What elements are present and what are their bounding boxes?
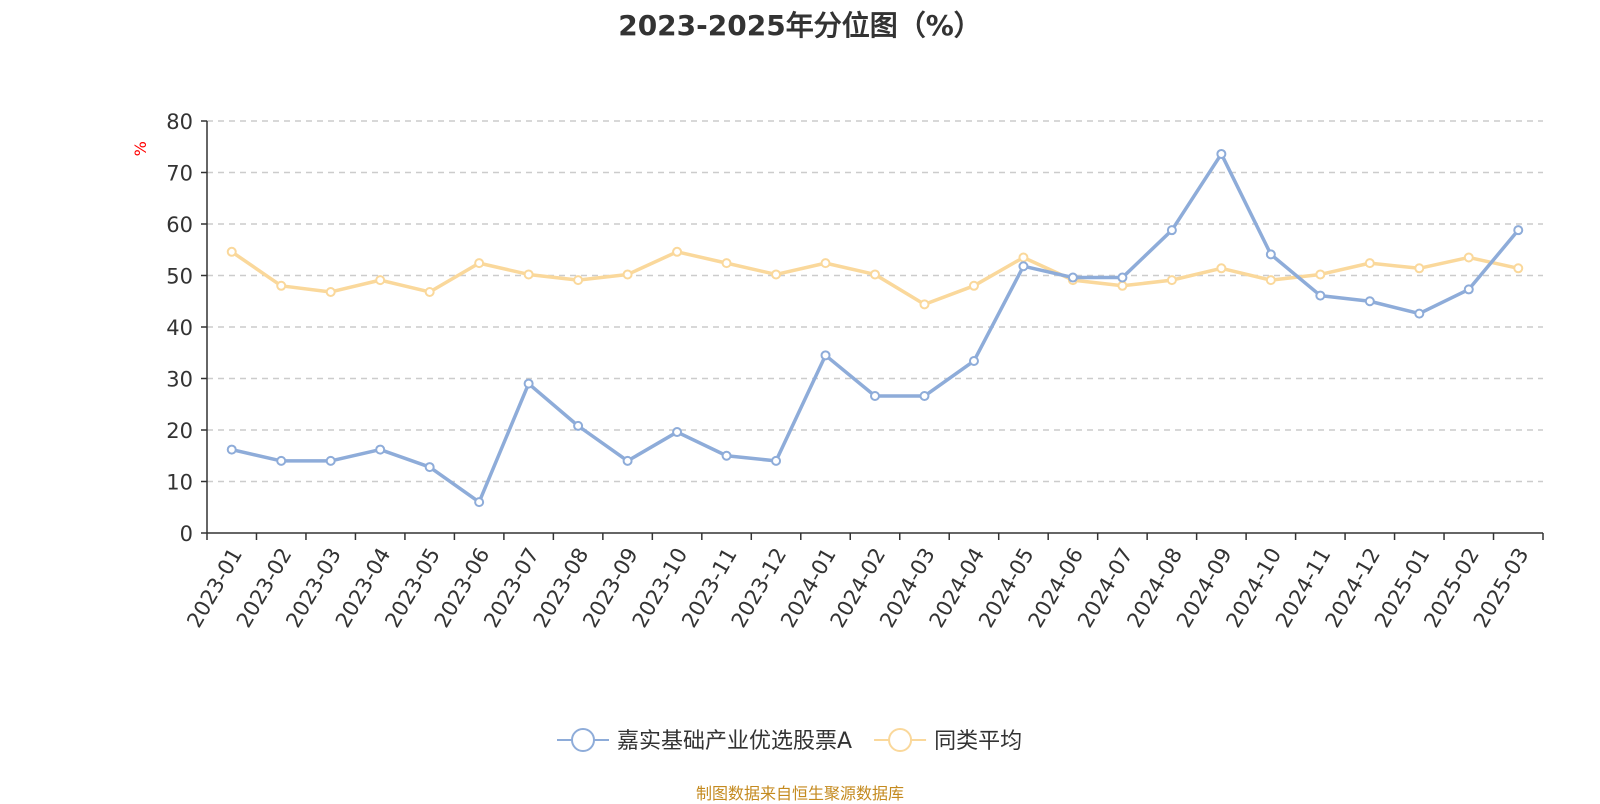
y-tick-label: 60 <box>166 213 193 237</box>
series-group <box>226 148 1524 508</box>
data-point[interactable] <box>1265 249 1276 260</box>
data-point[interactable] <box>325 286 336 297</box>
legend-item-2[interactable]: 同类平均 <box>874 728 1022 754</box>
data-point[interactable] <box>1018 261 1029 272</box>
data-point[interactable] <box>1463 252 1474 263</box>
data-point[interactable] <box>226 444 237 455</box>
data-point[interactable] <box>474 497 485 508</box>
data-point[interactable] <box>771 269 782 280</box>
data-point[interactable] <box>226 246 237 257</box>
data-point[interactable] <box>375 444 386 455</box>
data-point[interactable] <box>1414 308 1425 319</box>
y-axis-label: % <box>131 141 150 156</box>
data-point[interactable] <box>1414 263 1425 274</box>
data-point[interactable] <box>1463 284 1474 295</box>
data-point[interactable] <box>1117 280 1128 291</box>
data-point[interactable] <box>919 299 930 310</box>
data-point[interactable] <box>325 455 336 466</box>
data-point[interactable] <box>919 391 930 402</box>
data-point[interactable] <box>870 391 880 402</box>
legend-label: 嘉实基础产业优选股票A <box>617 729 852 754</box>
data-point[interactable] <box>672 246 683 257</box>
data-point[interactable] <box>1067 272 1078 283</box>
data-point[interactable] <box>424 462 435 473</box>
legend-item-1[interactable]: 嘉实基础产业优选股票A <box>557 728 852 754</box>
source-note: 制图数据来自恒生聚源数据库 <box>695 784 904 803</box>
y-tick-label: 20 <box>166 419 193 443</box>
data-point[interactable] <box>375 275 386 286</box>
data-point[interactable] <box>523 378 534 389</box>
data-point[interactable] <box>672 427 683 438</box>
data-point[interactable] <box>968 280 979 291</box>
legend[interactable]: 嘉实基础产业优选股票A 同类平均 <box>557 728 1022 754</box>
chart-title: 2023-2025年分位图（%） <box>618 9 982 42</box>
legend-marker-icon <box>888 728 913 752</box>
data-point[interactable] <box>573 275 584 286</box>
grid-lines <box>207 120 1543 483</box>
data-point[interactable] <box>1166 275 1177 286</box>
data-point[interactable] <box>771 455 782 466</box>
y-tick-label: 80 <box>166 110 193 134</box>
series-1 <box>226 148 1524 508</box>
series-line <box>231 152 1520 504</box>
y-tick-label: 0 <box>180 522 193 546</box>
data-point[interactable] <box>870 269 880 280</box>
data-point[interactable] <box>1216 263 1227 274</box>
data-point[interactable] <box>424 286 435 297</box>
data-point[interactable] <box>1018 252 1029 263</box>
data-point[interactable] <box>474 258 485 269</box>
x-axis-ticks: 2023-012023-022023-032023-042023-052023-… <box>182 533 1544 632</box>
y-tick-label: 50 <box>166 265 193 289</box>
y-tick-label: 10 <box>166 471 193 495</box>
data-point[interactable] <box>820 350 831 361</box>
data-point[interactable] <box>721 258 732 269</box>
data-point[interactable] <box>721 450 732 461</box>
data-point[interactable] <box>573 420 584 431</box>
y-tick-label: 30 <box>166 368 193 392</box>
legend-label: 同类平均 <box>934 729 1022 754</box>
data-point[interactable] <box>1315 269 1326 280</box>
data-point[interactable] <box>1513 263 1524 274</box>
data-point[interactable] <box>1265 275 1276 286</box>
data-point[interactable] <box>276 280 287 291</box>
data-point[interactable] <box>622 269 633 280</box>
data-point[interactable] <box>1513 225 1524 236</box>
data-point[interactable] <box>1166 225 1177 236</box>
series-2 <box>226 246 1524 310</box>
data-point[interactable] <box>622 455 633 466</box>
y-axis-ticks: 0 10 20 30 40 50 60 70 80 <box>166 110 207 546</box>
y-tick-label: 40 <box>166 316 193 340</box>
data-point[interactable] <box>820 258 831 269</box>
data-point[interactable] <box>1216 148 1227 159</box>
data-point[interactable] <box>968 355 979 366</box>
data-point[interactable] <box>1364 296 1375 307</box>
data-point[interactable] <box>523 269 534 280</box>
data-point[interactable] <box>1117 272 1128 283</box>
data-point[interactable] <box>276 455 287 466</box>
data-point[interactable] <box>1364 258 1375 269</box>
y-tick-label: 70 <box>166 162 193 186</box>
legend-marker-icon <box>571 728 595 752</box>
data-point[interactable] <box>1315 290 1326 301</box>
